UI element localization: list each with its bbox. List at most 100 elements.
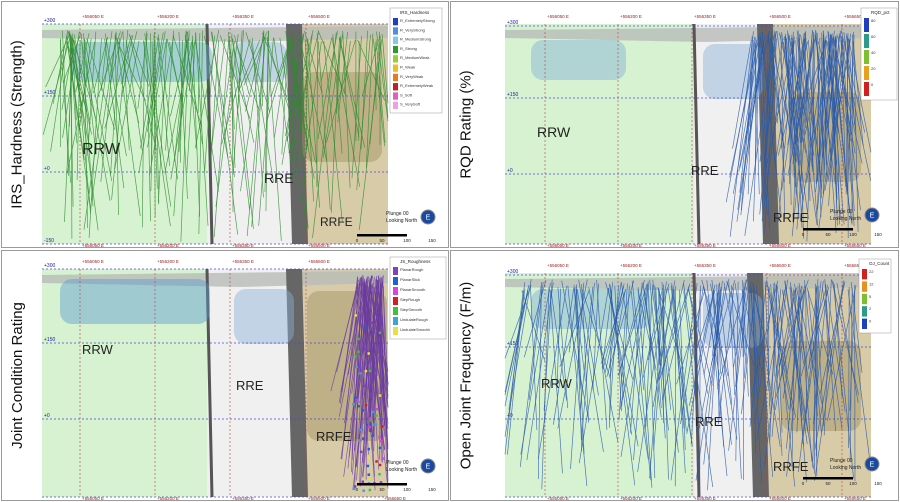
zone-label-rrfe: RRFE: [773, 459, 809, 474]
legend-item-label: R_VeryWeak: [400, 74, 423, 79]
scale-label: 0: [356, 487, 359, 492]
drillhole-trace: [537, 285, 567, 459]
drillhole-trace: [811, 30, 816, 167]
legend-swatch: [864, 82, 869, 96]
fault-line: [692, 272, 701, 498]
elevation-label: +300: [44, 263, 55, 269]
drillhole-trace: [607, 287, 639, 447]
joint-marker: [368, 477, 371, 481]
section-view-joint-condition[interactable]: +300 +150 +0 +556050 E +556200 E +556350 E +55…: [2, 251, 449, 501]
drillhole-trace: [651, 288, 662, 358]
easting-label-top: +556350 E: [232, 14, 254, 19]
joint-marker: [375, 407, 379, 411]
drillhole-trace: [725, 41, 757, 203]
looking-label: Looking North: [830, 216, 861, 222]
drillhole-trace: [749, 279, 768, 427]
drillhole-trace: [374, 41, 377, 111]
legend-swatch: [864, 34, 869, 48]
drillhole-trace: [680, 286, 704, 424]
drillhole-trace: [507, 282, 525, 455]
legend: OJ_Count 22 12 5 2 0: [858, 258, 892, 334]
drillhole-trace: [147, 38, 167, 148]
easting-label-bottom: +556350 E: [694, 243, 716, 248]
drillhole-trace: [852, 41, 864, 146]
joint-marker: [367, 352, 370, 355]
easting-label-bottom: +556200 E: [157, 496, 179, 501]
drillhole-trace: [194, 29, 220, 149]
drillhole-trace: [658, 289, 672, 411]
joint-marker: [359, 372, 362, 375]
drillhole-trace: [580, 286, 594, 410]
drillhole-trace: [215, 34, 239, 207]
joint-marker: [372, 423, 375, 426]
legend-item-label: 20: [871, 66, 876, 71]
drillhole-trace: [776, 289, 795, 383]
drillhole-trace: [365, 33, 374, 168]
drillhole-trace: [614, 285, 622, 412]
joint-marker: [378, 446, 382, 450]
drillhole-trace: [774, 34, 785, 183]
zone-label-rrw: RRW: [82, 342, 114, 357]
easting-label-bottom: +556500 E: [769, 496, 791, 501]
section-view-rqd-rating[interactable]: +300 +150 +0 +556050 E +556200 E +556350 E +55…: [451, 2, 899, 248]
easting-label-top: +556350 E: [232, 259, 254, 264]
drillhole-trace: [326, 39, 356, 143]
elevation-label: +0: [507, 168, 513, 174]
easting-label-bottom: +556200 E: [157, 243, 179, 248]
legend-item-label: R_VeryStrong: [400, 27, 425, 32]
drillhole-trace: [122, 31, 130, 151]
plunge-label: Plunge 00: [386, 211, 409, 217]
drillhole-trace: [832, 38, 851, 214]
elevation-label: +0: [44, 413, 50, 419]
scale-label: 100: [403, 238, 411, 243]
easting-label-bottom: +556500 E: [308, 496, 330, 501]
drillhole-trace: [581, 284, 589, 423]
easting-label-top: +556650 E: [844, 14, 866, 19]
joint-marker: [356, 398, 360, 402]
joint-marker: [359, 428, 363, 432]
scale-label: 0: [802, 481, 805, 486]
drillhole-trace: [661, 282, 669, 480]
block-model-cloud: [60, 279, 210, 324]
drillhole-trace: [104, 38, 125, 189]
drillhole-trace: [766, 281, 789, 410]
section-view-open-joint-frequency[interactable]: +300 +150 +0 +556050 E +556200 E +556350 E +55…: [451, 251, 899, 501]
joint-marker: [380, 440, 383, 443]
drillhole-trace: [69, 36, 74, 207]
drillhole-trace: [86, 38, 116, 130]
drillhole-trace: [330, 283, 359, 392]
drillhole-trace: [806, 34, 815, 242]
joint-marker: [378, 463, 382, 467]
zone-label-rrfe: RRFE: [316, 429, 352, 444]
drillhole-trace: [575, 286, 583, 452]
drillhole-trace: [219, 35, 251, 119]
drillhole-trace: [186, 32, 197, 171]
drillhole-trace: [757, 289, 764, 397]
drillhole-trace: [316, 32, 318, 187]
drillhole-trace: [286, 37, 316, 163]
looking-label: Looking North: [386, 467, 417, 473]
easting-label-bottom: +556650 E: [844, 496, 866, 501]
section-view-irs-hardness[interactable]: +300 +150 +0 -150 +556050 E +556200 E +556350 …: [2, 2, 449, 248]
legend-box: [389, 7, 443, 114]
easting-label-top: +556500 E: [769, 14, 791, 19]
joint-marker: [364, 403, 368, 407]
drillhole-trace: [735, 281, 739, 461]
drillhole-trace: [780, 34, 786, 217]
drillhole-trace: [789, 35, 818, 225]
drillhole-trace: [165, 30, 174, 151]
drillhole-trace: [843, 32, 857, 132]
easting-label-top: +556500 E: [308, 14, 330, 19]
drillhole-trace: [338, 279, 367, 417]
joint-marker: [371, 434, 375, 437]
scale-label: 150: [428, 487, 436, 492]
drillhole-trace: [342, 30, 351, 188]
joint-marker: [359, 439, 362, 442]
block-model-cloud: [531, 40, 626, 80]
drillhole-trace: [166, 38, 183, 102]
drillhole-trace: [683, 290, 698, 417]
joint-marker: [361, 409, 365, 412]
scale-label: 50: [379, 238, 385, 243]
easting-label-top: +556350 E: [694, 263, 716, 268]
drillhole-trace: [789, 287, 807, 483]
